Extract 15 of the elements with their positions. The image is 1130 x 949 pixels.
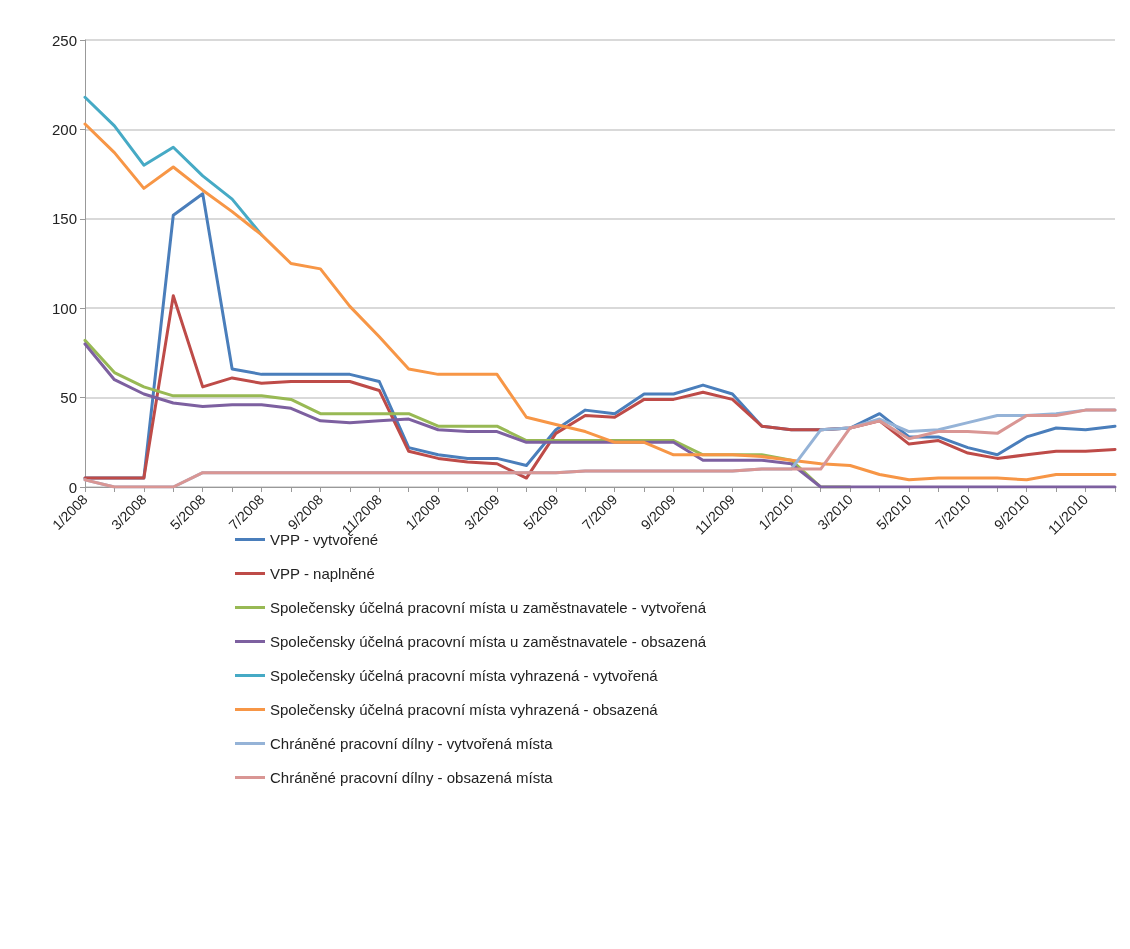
legend-label: Společensky účelná pracovní místa u zaměstnavatele - obsazená <box>270 633 707 650</box>
y-tick-label: 150 <box>51 210 77 228</box>
y-tick-label: 250 <box>51 31 77 49</box>
legend-label: Chráněné pracovní dílny - vytvořená místa <box>270 735 554 752</box>
line-series <box>83 294 1117 480</box>
y-tick-label: 100 <box>51 299 77 317</box>
legend-label: Společensky účelná pracovní místa u zaměstnavatele - vytvořená <box>270 599 707 616</box>
legend-label: Chráněné pracovní dílny - obsazená místa <box>270 769 554 786</box>
legend-label: VPP - naplněné <box>270 565 375 582</box>
legend-label: Společensky účelná pracovní místa vyhrazená - vytvořená <box>270 667 659 684</box>
y-tick-label: 0 <box>68 478 77 496</box>
y-tick-label: 200 <box>51 120 77 138</box>
line-series <box>83 122 1117 482</box>
y-tick-label: 50 <box>60 389 77 407</box>
legend-label: Společensky účelná pracovní místa vyhrazená - obsazená <box>270 701 659 718</box>
